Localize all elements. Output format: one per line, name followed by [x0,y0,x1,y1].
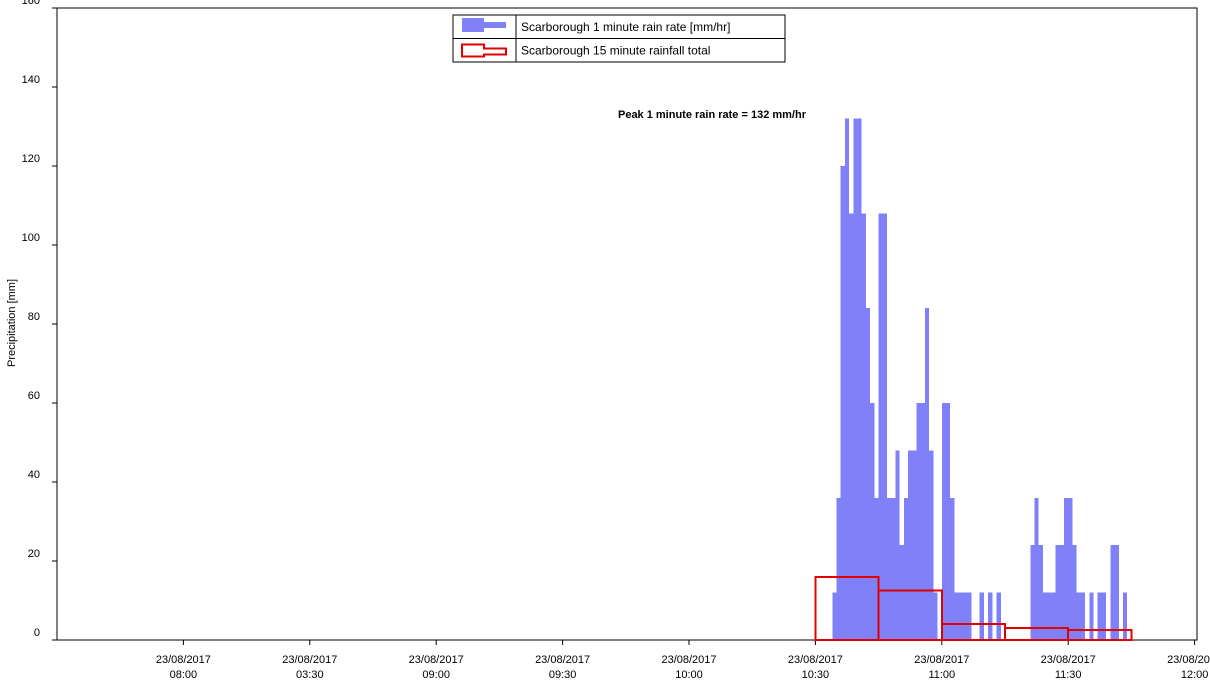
series [832,118,1128,641]
rate-bar [1097,592,1102,640]
rate-bar [1055,545,1060,640]
y-tick-label: 120 [22,153,40,165]
rate-bar [1089,592,1094,640]
x-tick-label: 23/08/2017 09:00 [409,654,464,681]
rate-bar [844,118,850,641]
rate-bar [903,497,909,640]
rate-bar [1047,592,1052,640]
annotation: Peak 1 minute rain rate = 132 mm/hr [618,109,807,121]
x-tick-label: 23/08/2017 08:00 [156,654,211,681]
rate-bar [979,592,984,640]
rate-bar [836,497,841,640]
rate-bar [865,308,871,640]
rate-bar [832,592,837,640]
y-tick-label: 60 [28,390,40,402]
rate-bar [1030,545,1035,640]
rate-bar [1034,497,1039,640]
rate-bar [920,403,925,640]
rate-bar [916,403,921,640]
rate-bar [1063,497,1069,640]
rate-bar [1101,592,1107,640]
rate-bar [895,450,900,640]
rate-bar [861,213,866,640]
rate-bar [950,497,955,640]
y-tick-label: 100 [22,232,40,244]
series [814,575,1133,642]
x-tick-label: 23/08/2017 11:00 [914,654,969,681]
rate-bar [840,166,845,640]
rate-bar [929,450,934,640]
rate-bar [946,403,951,640]
rate-bar [988,592,993,640]
y-axis-label: Precipitation [mm] [6,279,18,367]
x-tick-label: 23/08/2017 11:30 [1041,654,1096,681]
rate-bar [962,592,968,640]
legend-label: Scarborough 15 minute rainfall total [521,44,710,58]
rate-bar [996,592,1001,640]
x-tick-label: 23/08/201712:00 [1167,654,1210,681]
rate-bar [899,545,904,640]
rate-bar [1076,592,1081,640]
rate-bar [882,213,888,640]
y-tick-label: 80 [28,311,40,323]
rate-bar [1051,592,1056,640]
x-tick-label: 23/08/2017 10:00 [661,654,716,681]
total-box [877,589,943,641]
rate-bar [878,213,883,640]
legend: Scarborough 1 minute rain rate [mm/hr] Sc… [452,14,786,63]
legend-swatch [462,18,506,32]
rate-bar [908,450,913,640]
rate-bar [954,592,959,640]
rate-bar [874,497,879,640]
rate-bar [958,592,963,640]
rate-bar [1110,545,1115,640]
rate-bar [1122,592,1128,640]
rate-bar [849,213,854,640]
rate-bar [891,497,896,640]
rate-bar [941,403,947,640]
rate-bar [853,118,858,641]
total-box [1067,629,1133,641]
x-tick-label: 23/08/2017 03:30 [282,654,337,681]
rate-bar [967,592,972,640]
y-tick-label: 140 [22,74,40,86]
rate-bar [1068,497,1073,640]
rate-bar [924,308,930,640]
y-tick-label: 0 [34,627,40,639]
legend-label: Scarborough 1 minute rain rate [mm/hr] [521,20,730,34]
rate-bar [933,592,938,640]
y-tick-label: 40 [28,469,40,481]
y-tick-label: 160 [22,0,40,7]
rate-bar [1114,545,1119,640]
rate-bar [857,118,862,641]
rate-bar [1059,545,1064,640]
rate-bar [887,497,892,640]
rate-bar [870,403,875,640]
y-tick-label: 20 [28,548,40,560]
rate-bar [1038,545,1043,640]
x-tick-label: 23/08/2017 10:30 [788,654,843,681]
rate-bar [1080,592,1086,640]
legend-swatch [461,43,507,58]
rate-bar [1072,545,1077,640]
rate-bar [912,450,917,640]
x-tick-label: 23/08/2017 09:30 [535,654,590,681]
rate-bar [1042,592,1048,640]
